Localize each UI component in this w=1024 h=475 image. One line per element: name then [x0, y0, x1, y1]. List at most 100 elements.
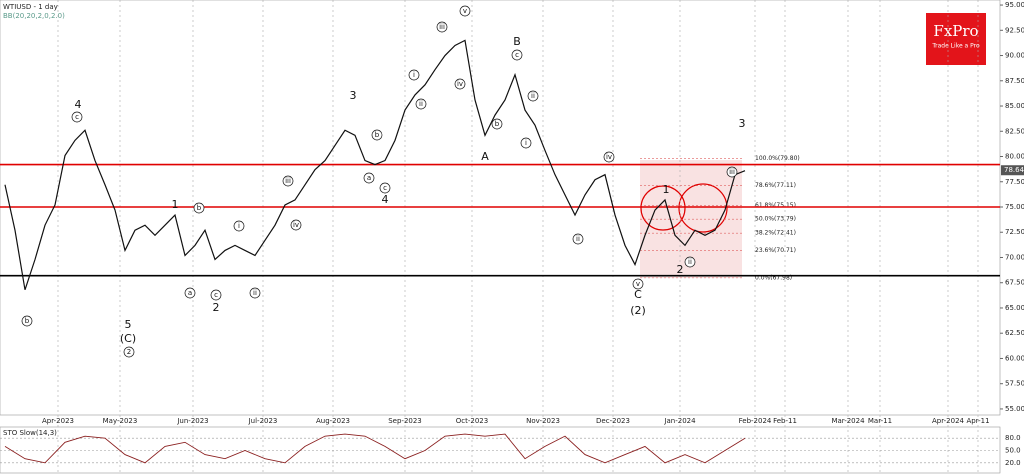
- y-tick-label: 55.00: [1005, 405, 1024, 413]
- wave-label: ii: [688, 258, 692, 266]
- wave-circle: [290, 219, 302, 231]
- wave-circle: [379, 182, 391, 194]
- brand-tagline: Trade Like a Pro: [931, 43, 980, 50]
- fib-label: 23.6%(70.71): [755, 247, 796, 254]
- wave-label: c: [515, 51, 519, 59]
- oscillator-tick-label: 20.0: [1005, 459, 1021, 467]
- fib-label: 61.8%(75.15): [755, 202, 796, 209]
- wave-circle: [520, 137, 532, 149]
- x-tick-label: May-2023: [103, 417, 138, 425]
- wave-label: c: [383, 184, 387, 192]
- oscillator-title: STO Slow(14,3): [3, 429, 57, 437]
- x-tick-label: Feb-11: [773, 417, 797, 425]
- y-tick-label: 65.00: [1005, 304, 1024, 312]
- wave-circle: [454, 78, 466, 90]
- y-tick-label: 80.00: [1005, 153, 1024, 161]
- x-tick-label: Jun-2023: [176, 417, 208, 425]
- fib-label: 38.2%(72.41): [755, 230, 796, 237]
- wave-label: a: [367, 174, 371, 182]
- x-tick-label: Aug-2023: [316, 417, 350, 425]
- wave-label: c: [214, 291, 218, 299]
- wave-label: a: [188, 289, 192, 297]
- wave-label: b: [375, 131, 380, 139]
- wave-label: 4: [382, 193, 389, 206]
- y-tick-label: 82.50: [1005, 127, 1024, 135]
- wave-label: v: [463, 7, 467, 15]
- wave-circle: [249, 287, 261, 299]
- x-tick-label: Jul-2023: [248, 417, 278, 425]
- wave-label: 3: [739, 117, 746, 130]
- fib-label: 0.0%(67.98): [755, 274, 792, 281]
- wave-circle: [233, 220, 245, 232]
- x-tick-label: Apr-11: [966, 417, 989, 425]
- wave-label: 3: [350, 89, 357, 102]
- wave-circle: [436, 21, 448, 33]
- wave-label: B: [513, 35, 521, 48]
- y-tick-label: 72.50: [1005, 228, 1024, 236]
- wave-circle: [363, 172, 375, 184]
- y-tick-label: 92.50: [1005, 26, 1024, 34]
- wave-label: ii: [253, 289, 257, 297]
- wave-label: ii: [531, 92, 535, 100]
- wave-circle: [603, 151, 615, 163]
- wave-circle: [632, 278, 644, 290]
- x-tick-label: Feb-2024: [739, 417, 772, 425]
- wave-circle: [184, 287, 196, 299]
- x-tick-label: Mar-2024: [831, 417, 865, 425]
- wave-label: 1: [172, 198, 179, 211]
- y-tick-label: 95.00: [1005, 1, 1024, 9]
- wave-circle: [71, 111, 83, 123]
- wave-circle: [572, 233, 584, 245]
- wave-circle: [282, 175, 294, 187]
- wave-circle: [459, 5, 471, 17]
- wave-label: iv: [293, 221, 299, 229]
- wave-label: iii: [729, 168, 735, 176]
- wave-circle: [123, 346, 135, 358]
- fib-label: 50.0%(73.79): [755, 216, 796, 223]
- x-tick-label: Mar-11: [868, 417, 892, 425]
- last-price-box: [1001, 165, 1024, 176]
- wave-label: C: [634, 288, 642, 301]
- wave-label: iii: [285, 177, 291, 185]
- wave-label: (2): [630, 304, 646, 317]
- x-tick-label: Oct-2023: [456, 417, 488, 425]
- y-tick-label: 77.50: [1005, 178, 1024, 186]
- wave-circle: [193, 202, 205, 214]
- oscillator-pane: [0, 426, 1001, 474]
- wave-label: iii: [439, 23, 445, 31]
- wave-circle: [684, 256, 696, 268]
- x-tick-label: Sep-2023: [388, 417, 422, 425]
- oscillator-tick-label: 50.0: [1005, 447, 1021, 455]
- last-price-label: 78.64: [1004, 166, 1024, 174]
- wave-label: iv: [606, 153, 612, 161]
- y-tick-label: 67.50: [1005, 279, 1024, 287]
- y-tick-label: 75.00: [1005, 203, 1024, 211]
- wave-label: i: [413, 71, 415, 79]
- wave-label: v: [636, 280, 640, 288]
- wave-label: i: [238, 222, 240, 230]
- wave-circle: [21, 315, 33, 327]
- wave-label: 1: [663, 183, 670, 196]
- y-tick-label: 60.00: [1005, 354, 1024, 362]
- x-tick-label: Apr-2023: [42, 417, 74, 425]
- y-tick-label: 85.00: [1005, 102, 1024, 110]
- wave-circle: [726, 166, 738, 178]
- wave-label: c: [75, 113, 79, 121]
- wave-label: b: [25, 317, 30, 325]
- y-tick-label: 90.00: [1005, 52, 1024, 60]
- y-tick-label: 57.50: [1005, 380, 1024, 388]
- wave-label: A: [481, 150, 489, 163]
- y-tick-label: 70.00: [1005, 253, 1024, 261]
- wave-label: 2: [127, 348, 131, 356]
- wave-label: b: [495, 120, 500, 128]
- wave-circle: [408, 69, 420, 81]
- chart-title: WTIUSD - 1 day: [3, 3, 58, 11]
- brand-logo: [926, 13, 986, 65]
- x-tick-label: Dec-2023: [596, 417, 630, 425]
- wave-label: (C): [120, 332, 136, 345]
- wave-label: 4: [75, 98, 82, 111]
- x-tick-label: Apr-2024: [932, 417, 965, 425]
- wave-label: ii: [419, 100, 423, 108]
- wave-label: i: [525, 139, 527, 147]
